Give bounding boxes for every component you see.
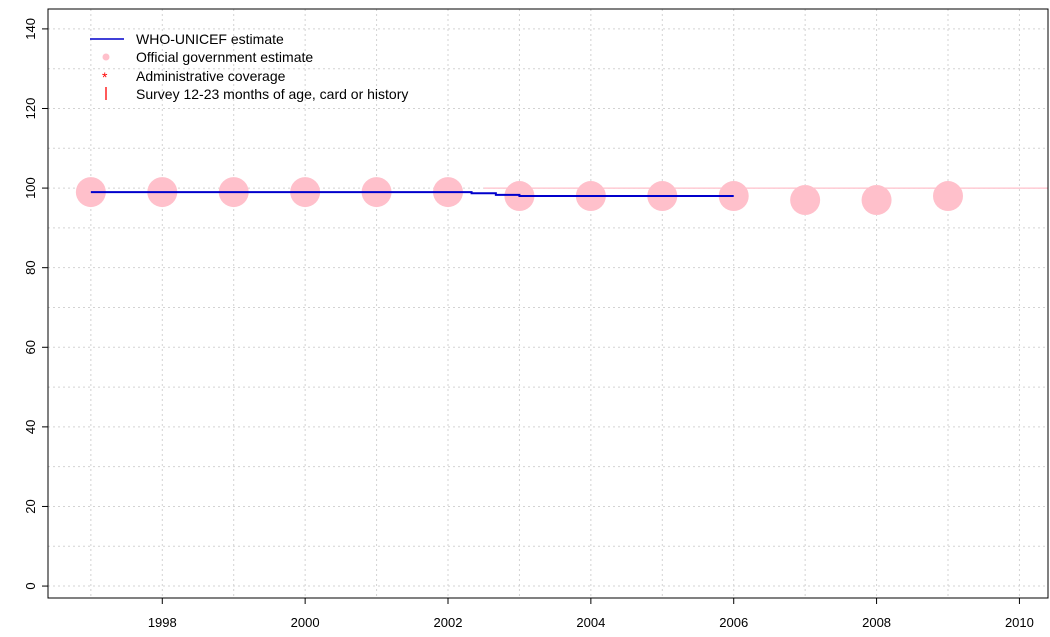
x-tick-label: 2008: [862, 615, 891, 630]
x-tick-label: 2000: [291, 615, 320, 630]
legend-label-official: Official government estimate: [136, 49, 313, 65]
official-estimate-point: [861, 185, 892, 216]
y-tick-label: 40: [23, 420, 38, 434]
grid: [48, 9, 1048, 598]
who-unicef-line: [90, 191, 734, 198]
y-tick-label: 0: [23, 582, 38, 589]
y-tick-label: 100: [23, 177, 38, 199]
x-tick-label: 2002: [434, 615, 463, 630]
legend: WHO-UNICEF estimate Official government …: [90, 31, 408, 102]
y-tick-label: 80: [23, 260, 38, 274]
legend-label-administrative: Administrative coverage: [136, 68, 286, 84]
plot-frame: [47, 8, 1049, 599]
legend-label-who-unicef: WHO-UNICEF estimate: [136, 31, 284, 47]
official-estimate-point: [933, 181, 963, 212]
x-tick-label: 2006: [719, 615, 748, 630]
legend-label-survey: Survey 12-23 months of age, card or hist…: [136, 86, 408, 102]
legend-symbol-asterisk: *: [102, 69, 108, 85]
y-tick-label: 60: [23, 340, 38, 354]
x-tick-label: 1998: [148, 615, 177, 630]
x-tick-label: 2004: [576, 615, 605, 630]
who-unicef-line-layer: [90, 191, 734, 198]
y-tick-label: 20: [23, 499, 38, 513]
x-tick-label: 2010: [1005, 615, 1034, 630]
y-tick-label: 140: [23, 18, 38, 40]
legend-symbol-dot: [102, 53, 110, 61]
axes: 1998 2000 2002 2004 2006 2008 2010 0 20 40 60 80 100…: [23, 18, 1034, 630]
official-estimate-point: [790, 185, 821, 216]
y-tick-label: 120: [23, 98, 38, 120]
